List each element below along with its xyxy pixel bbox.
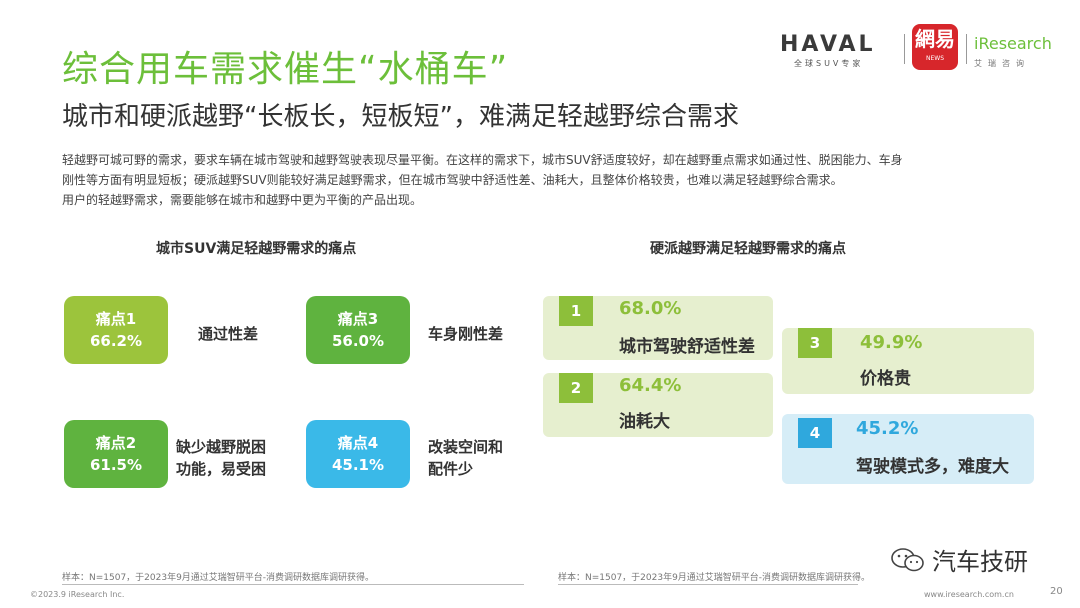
intro-line: 刚性等方面有明显短板；硬派越野SUV则能较好满足越野需求，但在城市驾驶中舒适性差… — [62, 173, 843, 187]
pain-point-box: 痛点3 56.0% — [306, 296, 410, 364]
rank-number: 4 — [798, 418, 832, 448]
intro-line: 轻越野可城可野的需求，要求车辆在城市驾驶和越野驾驶表现尽量平衡。在这样的需求下，… — [62, 153, 903, 167]
pain-point-label: 通过性差 — [198, 325, 259, 343]
rank-value: 45.2% — [856, 418, 919, 439]
footer-divider — [558, 584, 858, 585]
rank-value: 49.9% — [860, 332, 923, 353]
netease-logo: 網易 NEWS — [912, 24, 958, 70]
right-section-title: 硬派越野满足轻越野需求的痛点 — [650, 241, 846, 257]
haval-logo: HAVAL — [780, 32, 876, 57]
sample-note-right: 样本：N=1507，于2023年9月通过艾瑞智研平台-消费调研数据库调研获得。 — [558, 573, 871, 583]
rank-label: 城市驾驶舒适性差 — [619, 337, 755, 357]
pain-point-label: 缺少越野脱困 功能，易受困 — [176, 438, 267, 478]
page-subtitle: 城市和硬派越野“长板长，短板短”，难满足轻越野综合需求 — [62, 102, 739, 132]
rank-label: 价格贵 — [860, 369, 911, 389]
rank-card: 2 64.4% 油耗大 — [543, 373, 773, 437]
wechat-watermark: 汽车技研 — [890, 542, 1028, 577]
footer-divider — [62, 584, 524, 585]
pain-point-label: 改装空间和 配件少 — [428, 438, 504, 478]
logo-divider — [966, 34, 967, 64]
iresearch-logo: iResearch — [974, 34, 1052, 53]
rank-number: 2 — [559, 373, 593, 403]
rank-label: 驾驶模式多，难度大 — [856, 457, 1009, 477]
left-section-title: 城市SUV满足轻越野需求的痛点 — [156, 241, 357, 257]
pain-point-box: 痛点1 66.2% — [64, 296, 168, 364]
rank-card: 4 45.2% 驾驶模式多，难度大 — [782, 414, 1034, 484]
site-url: www.iresearch.com.cn — [924, 590, 1014, 599]
rank-number: 1 — [559, 296, 593, 326]
pain-point-box: 痛点2 61.5% — [64, 420, 168, 488]
intro-paragraph: 轻越野可城可野的需求，要求车辆在城市驾驶和越野驾驶表现尽量平衡。在这样的需求下，… — [62, 150, 1022, 210]
logo-bar: HAVAL 全球SUV专家 網易 NEWS iResearch 艾瑞咨询 — [780, 22, 1070, 78]
wechat-icon — [891, 547, 924, 571]
pain-point-label: 车身刚性差 — [428, 325, 504, 343]
copyright: ©2023.9 iResearch Inc. — [30, 590, 125, 599]
rank-value: 68.0% — [619, 298, 682, 319]
rank-card: 3 49.9% 价格贵 — [782, 328, 1034, 394]
intro-line: 用户的轻越野需求，需要能够在城市和越野中更为平衡的产品出现。 — [62, 193, 423, 207]
rank-label: 油耗大 — [619, 412, 670, 432]
rank-value: 64.4% — [619, 375, 682, 396]
page-title: 综合用车需求催生“水桶车” — [62, 49, 509, 90]
page-number: 20 — [1050, 586, 1063, 597]
iresearch-tagline: 艾瑞咨询 — [974, 59, 1030, 68]
pain-point-box: 痛点4 45.1% — [306, 420, 410, 488]
logo-divider — [904, 34, 905, 64]
haval-tagline: 全球SUV专家 — [794, 59, 864, 68]
rank-number: 3 — [798, 328, 832, 358]
sample-note-left: 样本：N=1507，于2023年9月通过艾瑞智研平台-消费调研数据库调研获得。 — [62, 573, 375, 583]
rank-card: 1 68.0% 城市驾驶舒适性差 — [543, 296, 773, 360]
